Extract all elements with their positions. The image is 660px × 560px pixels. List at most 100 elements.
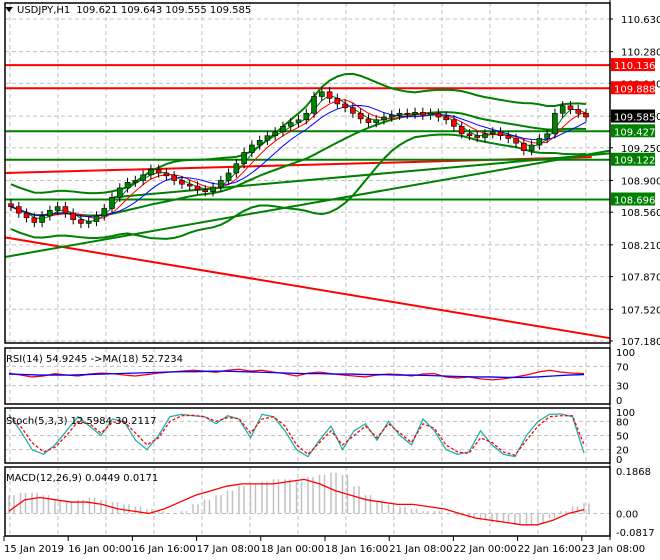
candle[interactable]	[280, 126, 286, 133]
candle[interactable]	[396, 112, 403, 116]
candle[interactable]	[365, 118, 372, 123]
candle[interactable]	[70, 212, 76, 220]
candle[interactable]	[319, 91, 325, 97]
candle[interactable]	[186, 183, 193, 187]
candle[interactable]	[536, 138, 543, 146]
trend-line[interactable]	[4, 236, 611, 340]
candle[interactable]	[295, 119, 302, 123]
price-tag	[611, 58, 655, 72]
candle[interactable]	[264, 135, 271, 141]
candle[interactable]	[350, 107, 356, 114]
candle[interactable]	[249, 144, 255, 153]
indicator-axis-label: 30	[616, 382, 629, 393]
candle[interactable]	[381, 116, 387, 121]
candle[interactable]	[303, 112, 310, 121]
candle[interactable]	[544, 133, 550, 139]
candle[interactable]	[466, 133, 473, 136]
candle[interactable]	[140, 174, 146, 181]
candle[interactable]	[241, 152, 247, 164]
candle[interactable]	[85, 221, 92, 224]
candle[interactable]	[552, 112, 558, 135]
candle[interactable]	[217, 180, 224, 188]
price-tag	[611, 192, 655, 206]
candle[interactable]	[155, 168, 162, 174]
price-axis-label: 107.520	[621, 305, 660, 316]
candle[interactable]	[23, 212, 30, 219]
candle[interactable]	[171, 175, 177, 181]
triangle-down-icon[interactable]	[5, 7, 13, 12]
indicator-axis-label: 0	[616, 396, 622, 407]
candle[interactable]	[233, 163, 240, 174]
candle[interactable]	[404, 112, 411, 115]
candle[interactable]	[287, 122, 294, 127]
candle[interactable]	[179, 180, 185, 185]
candle[interactable]	[326, 91, 333, 99]
candle[interactable]	[54, 206, 61, 211]
candle[interactable]	[163, 172, 170, 177]
candle[interactable]	[109, 196, 115, 209]
candle[interactable]	[132, 180, 139, 183]
candle[interactable]	[497, 131, 504, 136]
trend-line[interactable]	[4, 149, 611, 258]
candle[interactable]	[15, 206, 22, 214]
candle[interactable]	[256, 140, 263, 146]
candle[interactable]	[528, 144, 535, 151]
candle[interactable]	[357, 112, 364, 120]
candle[interactable]	[567, 105, 574, 110]
candle[interactable]	[420, 112, 426, 116]
candle[interactable]	[334, 98, 341, 105]
time-axis-label: 22 Jan 00:00	[453, 544, 516, 555]
candle[interactable]	[412, 112, 418, 115]
candle[interactable]	[47, 210, 53, 217]
candle[interactable]	[575, 109, 582, 114]
price-plot[interactable]	[4, 64, 611, 340]
candle[interactable]	[505, 135, 512, 139]
price-tag-label: 109.888	[614, 84, 655, 95]
candle[interactable]	[373, 119, 380, 123]
candle[interactable]	[202, 189, 209, 192]
candle[interactable]	[39, 215, 45, 223]
candle[interactable]	[272, 131, 278, 136]
candle[interactable]	[342, 103, 348, 108]
candle[interactable]	[435, 112, 442, 118]
candle[interactable]	[116, 187, 123, 198]
rsi-plot[interactable]	[8, 368, 585, 381]
candle[interactable]	[311, 96, 317, 114]
candle[interactable]	[194, 185, 201, 191]
candle[interactable]	[31, 217, 38, 223]
candle[interactable]	[559, 105, 566, 114]
candle[interactable]	[451, 119, 457, 127]
rsi-title: RSI(14) 54.9245 ->MA(18) 52.7234	[6, 354, 183, 365]
price-axis-label: 108.210	[621, 241, 660, 252]
candle[interactable]	[474, 135, 481, 138]
candle[interactable]	[388, 114, 395, 118]
candle[interactable]	[225, 172, 232, 181]
indicator-axis-label: 70	[616, 362, 629, 373]
macd-plot[interactable]	[8, 472, 590, 526]
price-tag	[611, 81, 655, 95]
candle[interactable]	[489, 131, 496, 135]
candle[interactable]	[93, 215, 100, 222]
candle[interactable]	[148, 168, 154, 176]
candle[interactable]	[210, 186, 216, 192]
time-axis-label: 21 Jan 08:00	[389, 544, 452, 555]
candle[interactable]	[458, 126, 465, 135]
candle[interactable]	[78, 219, 84, 224]
candle[interactable]	[427, 112, 434, 116]
candle[interactable]	[521, 142, 527, 151]
candle[interactable]	[583, 112, 589, 118]
candle[interactable]	[101, 208, 108, 217]
stochastic-plot[interactable]	[8, 413, 585, 458]
price-axis-label: 110.280	[621, 48, 660, 59]
indicator-axis-label: 80	[616, 417, 629, 428]
candle[interactable]	[62, 206, 69, 214]
candle[interactable]	[8, 203, 14, 207]
indicator-axis-label: 100	[616, 408, 635, 419]
candle[interactable]	[513, 138, 519, 144]
axes: 110.630110.280109.940109.590109.250108.9…	[3, 0, 660, 555]
candle[interactable]	[482, 133, 488, 138]
candle[interactable]	[124, 182, 131, 189]
candle[interactable]	[443, 116, 449, 121]
symbol-title: USDJPY,H1 109.621 109.643 109.555 109.585	[17, 5, 251, 16]
